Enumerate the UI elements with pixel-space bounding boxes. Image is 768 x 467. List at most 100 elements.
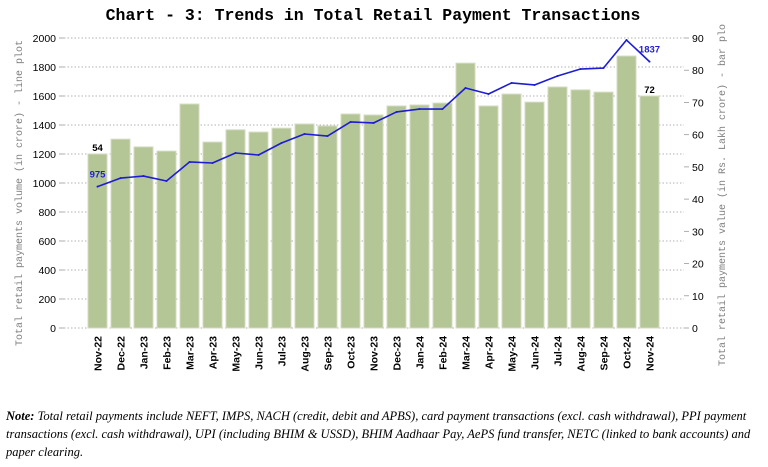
y-tick-label: 200 bbox=[38, 294, 56, 306]
y-axis-left-title: Total retail payments volume (in crore) … bbox=[14, 40, 26, 346]
bar bbox=[248, 131, 269, 329]
bar bbox=[110, 138, 131, 329]
bar bbox=[363, 114, 384, 329]
bar bbox=[317, 125, 338, 329]
line-point bbox=[349, 120, 352, 123]
y2-tick-label: 90 bbox=[692, 33, 704, 45]
bar bbox=[340, 113, 361, 329]
line-point bbox=[464, 87, 467, 90]
combo-chart: Chart - 3: Trends in Total Retail Paymen… bbox=[14, 6, 729, 372]
line-data-label: 1837 bbox=[639, 45, 660, 56]
line-point bbox=[533, 83, 536, 86]
y-tick-label: 800 bbox=[38, 207, 56, 219]
bar bbox=[639, 95, 660, 329]
x-tick-label: Nov-22 bbox=[93, 336, 105, 371]
line-point bbox=[602, 67, 605, 70]
bar bbox=[225, 129, 246, 329]
line-point bbox=[418, 108, 421, 111]
bar-data-label: 54 bbox=[92, 143, 103, 154]
note-text: Total retail payments include NEFT, IMPS… bbox=[6, 409, 751, 459]
line-point bbox=[119, 177, 122, 180]
y-tick-label: 1200 bbox=[33, 149, 57, 161]
y2-tick-label: 60 bbox=[692, 130, 704, 142]
x-tick-label: Dec-23 bbox=[392, 336, 404, 371]
y2-tick-label: 20 bbox=[692, 259, 704, 271]
note-label: Note: bbox=[6, 409, 35, 423]
x-tick-label: Mar-23 bbox=[185, 336, 197, 370]
y-tick-label: 1800 bbox=[33, 62, 57, 74]
line-point bbox=[165, 179, 168, 182]
bar bbox=[593, 91, 614, 329]
x-tick-label: Jun-24 bbox=[530, 336, 542, 370]
data-labels: 54 975 1837 72 bbox=[90, 45, 661, 181]
line-point bbox=[441, 108, 444, 111]
bar bbox=[386, 105, 407, 329]
line-point bbox=[234, 151, 237, 154]
bar bbox=[156, 150, 177, 329]
line-point bbox=[579, 68, 582, 71]
line-point bbox=[556, 74, 559, 77]
line-point bbox=[625, 39, 628, 42]
x-tick-label: Dec-22 bbox=[116, 336, 128, 371]
bar-data-label: 72 bbox=[644, 85, 655, 96]
bar bbox=[133, 146, 154, 329]
x-tick-label: Jul-23 bbox=[277, 336, 289, 367]
bar bbox=[409, 104, 430, 329]
line-point bbox=[648, 60, 651, 63]
x-tick-label: Nov-23 bbox=[369, 336, 381, 371]
x-axis: Nov-22 Dec-22 Jan-23 Feb-23 Mar-23 Apr-23 May-… bbox=[93, 336, 657, 372]
y2-tick-label: 40 bbox=[692, 194, 704, 206]
chart-title: Chart - 3: Trends in Total Retail Paymen… bbox=[106, 6, 641, 25]
x-tick-label: Feb-23 bbox=[162, 336, 174, 370]
line-point bbox=[303, 132, 306, 135]
y-axis-left: 0 200 400 600 800 1000 1200 1400 1600 1800 2000 bbox=[33, 33, 64, 335]
y2-tick-label: 0 bbox=[692, 323, 698, 335]
x-tick-label: Mar-24 bbox=[461, 336, 473, 370]
bar bbox=[202, 141, 223, 329]
x-tick-label: Sep-23 bbox=[323, 336, 335, 371]
y-tick-label: 2000 bbox=[33, 33, 57, 45]
bar bbox=[570, 89, 591, 329]
y-axis-right-title: Total retail payments value (in Rs. Lakh… bbox=[717, 24, 729, 366]
bar bbox=[616, 55, 637, 329]
x-tick-label: Sep-24 bbox=[599, 336, 611, 371]
y2-tick-label: 50 bbox=[692, 162, 704, 174]
y-tick-label: 1400 bbox=[33, 120, 57, 132]
bar-series bbox=[87, 55, 660, 329]
line-point bbox=[372, 121, 375, 124]
y-tick-label: 1000 bbox=[33, 178, 57, 190]
bar bbox=[271, 127, 292, 329]
x-tick-label: Apr-23 bbox=[208, 336, 220, 369]
bar bbox=[179, 103, 200, 329]
x-tick-label: Oct-23 bbox=[346, 336, 358, 369]
x-tick-label: Jan-23 bbox=[139, 336, 151, 369]
line-point bbox=[257, 154, 260, 157]
line-point bbox=[510, 81, 513, 84]
line-point bbox=[487, 92, 490, 95]
y2-tick-label: 30 bbox=[692, 226, 704, 238]
y2-tick-label: 80 bbox=[692, 65, 704, 77]
x-tick-label: Jul-24 bbox=[553, 336, 565, 367]
y-axis-right: 0 10 20 30 40 50 60 70 80 90 bbox=[684, 33, 704, 335]
x-tick-label: Nov-24 bbox=[645, 336, 657, 371]
y-tick-label: 1600 bbox=[33, 91, 57, 103]
y2-tick-label: 10 bbox=[692, 291, 704, 303]
y-tick-label: 400 bbox=[38, 265, 56, 277]
x-tick-label: Aug-24 bbox=[576, 336, 588, 372]
bar bbox=[87, 153, 108, 329]
y-tick-label: 0 bbox=[50, 323, 56, 335]
bar bbox=[455, 62, 476, 329]
x-tick-label: Aug-23 bbox=[300, 336, 312, 372]
line-point bbox=[96, 185, 99, 188]
x-tick-label: Jun-23 bbox=[254, 336, 266, 370]
line-point bbox=[280, 141, 283, 144]
line-data-label: 975 bbox=[90, 170, 107, 181]
bar bbox=[432, 102, 453, 329]
chart-note: Note: Total retail payments include NEFT… bbox=[6, 407, 762, 461]
x-tick-label: Feb-24 bbox=[438, 336, 450, 370]
x-tick-label: May-23 bbox=[231, 336, 243, 372]
x-tick-label: Jan-24 bbox=[415, 336, 427, 369]
line-point bbox=[142, 175, 145, 178]
bar bbox=[501, 93, 522, 329]
bar bbox=[524, 101, 545, 329]
